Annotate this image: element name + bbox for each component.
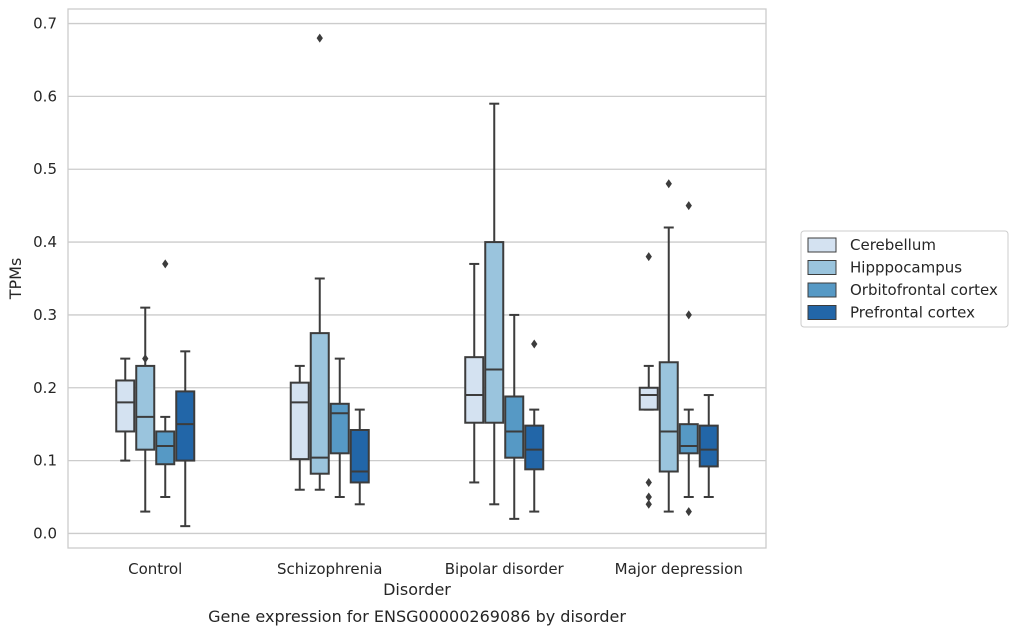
y-axis-label: TPMs xyxy=(6,258,25,301)
legend-swatch xyxy=(807,237,837,253)
legend-label: Hipppocampus xyxy=(850,259,962,277)
box-group xyxy=(309,33,330,491)
box-body xyxy=(329,402,350,455)
x-tick-label: Schizophrenia xyxy=(277,560,382,578)
outlier-point xyxy=(645,492,652,502)
x-axis-label: Disorder xyxy=(383,580,451,599)
box-group xyxy=(115,357,136,462)
box-group xyxy=(464,262,485,484)
box-group xyxy=(658,179,679,513)
box-body xyxy=(638,386,659,411)
legend-label: Cerebellum xyxy=(850,236,936,254)
box-body xyxy=(678,423,699,455)
box-body xyxy=(115,379,136,433)
y-tick-label: 0.7 xyxy=(33,15,57,33)
box-body xyxy=(349,429,370,484)
y-tick-label: 0.5 xyxy=(33,160,57,178)
box-body xyxy=(135,364,156,451)
box-body xyxy=(698,424,719,468)
box-body xyxy=(504,395,525,459)
box-group xyxy=(638,252,659,509)
plot-frame xyxy=(67,8,767,549)
box-group xyxy=(349,408,370,506)
box-body xyxy=(484,241,505,424)
legend-label: Prefrontal cortex xyxy=(850,304,975,322)
legend-label: Orbitofrontal cortex xyxy=(850,281,998,299)
y-tick-label: 0.4 xyxy=(33,233,57,251)
box-group xyxy=(524,339,545,513)
x-axis-ticks: Control Schizophrenia Bipolar disorder Majo… xyxy=(128,560,743,578)
outlier-point xyxy=(685,201,692,211)
box-group xyxy=(698,394,719,499)
box-body xyxy=(175,390,196,462)
legend-frame xyxy=(800,230,1009,328)
box-body xyxy=(658,361,679,473)
box-group xyxy=(155,259,176,499)
outlier-point xyxy=(685,310,692,320)
legend-swatch xyxy=(807,305,837,320)
legend: Cerebellum Hipppocampus Orbitofrontal cort… xyxy=(800,230,1009,328)
x-tick-label: Major depression xyxy=(615,560,743,578)
outlier-point xyxy=(645,477,652,487)
outlier-point xyxy=(142,354,149,364)
outlier-point xyxy=(665,179,672,189)
box-group xyxy=(175,350,196,528)
chart-caption: Gene expression for ENSG00000269086 by d… xyxy=(208,607,626,626)
outlier-point xyxy=(531,339,538,349)
outlier-point xyxy=(685,507,692,517)
y-tick-label: 0.1 xyxy=(33,452,57,470)
box-plot-series xyxy=(115,33,719,528)
legend-swatch xyxy=(807,282,837,298)
x-tick-label: Control xyxy=(128,560,182,578)
box-group xyxy=(484,102,505,506)
y-axis-ticks: 0.0 0.1 0.2 0.3 0.4 0.5 0.6 0.7 xyxy=(33,15,57,543)
outlier-point xyxy=(645,252,652,262)
y-tick-label: 0.6 xyxy=(33,87,57,105)
box-body xyxy=(464,356,485,424)
box-group xyxy=(135,306,156,513)
outlier-point xyxy=(645,499,652,509)
box-group xyxy=(289,364,310,491)
y-tick-label: 0.3 xyxy=(33,306,57,324)
box-body xyxy=(155,430,176,466)
box-group xyxy=(678,201,699,517)
x-tick-label: Bipolar disorder xyxy=(445,560,565,578)
legend-swatch xyxy=(807,260,837,275)
outlier-point xyxy=(162,259,169,269)
box-body xyxy=(524,424,545,471)
outlier-point xyxy=(316,33,323,43)
box-body xyxy=(289,381,310,461)
box-group xyxy=(329,357,350,499)
y-tick-label: 0.0 xyxy=(33,524,57,542)
y-tick-label: 0.2 xyxy=(33,379,57,397)
box-body xyxy=(309,332,330,475)
box-group xyxy=(504,313,525,520)
